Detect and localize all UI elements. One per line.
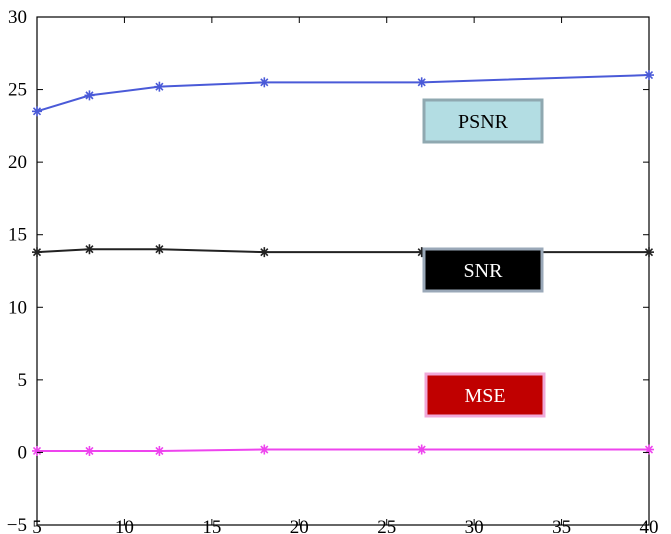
series-line: [36, 74, 650, 113]
series-psnr: [32, 70, 654, 117]
data-point: [32, 445, 42, 456]
data-point: [644, 247, 654, 258]
data-point: [416, 77, 427, 88]
x-tick-label: 20: [290, 517, 309, 534]
x-tick-label: 25: [377, 517, 396, 534]
data-point: [32, 247, 42, 258]
legend-box-snr: SNR: [422, 247, 544, 293]
data-point: [259, 247, 270, 258]
data-point: [84, 445, 95, 456]
x-tick-label: 30: [465, 517, 484, 534]
legend-box-psnr: PSNR: [422, 98, 544, 144]
legend-box: [422, 98, 544, 144]
legend-box-mse: MSE: [424, 372, 546, 418]
legend-label: MSE: [464, 385, 505, 407]
legend-box: [422, 247, 544, 293]
data-point: [644, 444, 654, 455]
y-tick-label: 10: [8, 297, 27, 318]
data-point: [84, 244, 95, 255]
data-point: [84, 90, 95, 101]
plot-area: [36, 16, 650, 526]
y-tick-label: 20: [8, 152, 27, 173]
data-point: [259, 77, 270, 88]
x-tick-label: 35: [552, 517, 571, 534]
y-tick-label: 0: [18, 442, 28, 463]
data-point: [154, 244, 165, 255]
data-point: [644, 70, 654, 81]
data-point: [32, 106, 42, 117]
legend-label: SNR: [464, 260, 504, 282]
series-mse: [32, 444, 654, 456]
y-tick-label: −5: [7, 515, 27, 534]
x-tick-label: 10: [115, 517, 134, 534]
data-point: [416, 444, 427, 455]
legend-labels: PSNR SNR MSE: [422, 98, 546, 418]
data-point: [154, 445, 165, 456]
series-line: [37, 448, 649, 452]
y-tick-label: 25: [8, 80, 27, 101]
legend-label: PSNR: [458, 111, 509, 133]
y-tick-label: 30: [8, 7, 27, 28]
y-tick-label: 5: [18, 370, 28, 391]
data-point: [154, 81, 165, 92]
data-point: [259, 444, 270, 455]
legend-box: [424, 372, 546, 418]
y-tick-label: 15: [8, 225, 27, 246]
plot-frame: [36, 16, 650, 526]
x-tick-label: 15: [202, 517, 221, 534]
